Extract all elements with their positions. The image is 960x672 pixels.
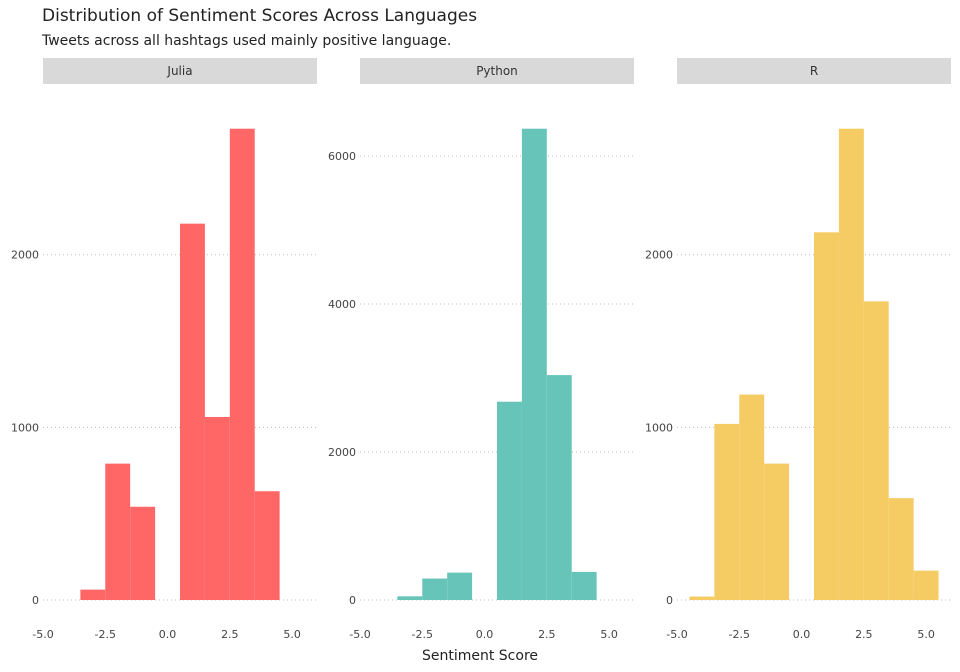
facet-panel-julia: Julia 0 1000 2000 -5.0 -2.5 0.0 2.5 5.0 — [11, 58, 317, 641]
facet-strip — [360, 58, 634, 84]
histogram-bar — [105, 463, 131, 600]
histogram-bar — [521, 128, 547, 600]
histogram-bar — [397, 596, 423, 600]
facet-strip-label: R — [810, 64, 818, 78]
histogram-bar — [229, 128, 255, 600]
facet-strip-label: Python — [476, 64, 518, 78]
histogram-bar — [888, 498, 914, 600]
histogram-bar — [80, 589, 106, 600]
facet-strip — [43, 58, 317, 84]
x-tick-label: -5.0 — [349, 628, 370, 641]
x-tick-label: -2.5 — [729, 628, 750, 641]
chart-title: Distribution of Sentiment Scores Across … — [42, 6, 478, 26]
y-tick-label: 2000 — [645, 249, 673, 262]
x-tick-label: -5.0 — [666, 628, 687, 641]
histogram-bar — [838, 128, 864, 600]
histogram-bar — [689, 596, 715, 600]
x-tick-label: 2.5 — [221, 628, 239, 641]
histogram-bar — [497, 401, 522, 600]
x-tick-label: 0.0 — [793, 628, 811, 641]
x-tick-label: 2.5 — [855, 628, 873, 641]
histogram-bar — [913, 570, 939, 600]
facet-panel-r: R 0 1000 2000 -5.0 -2.5 0.0 2.5 5.0 — [645, 58, 951, 641]
facet-panel-python: Python 0 2000 4000 6000 -5.0 -2.5 0.0 2.5 5.0 — [328, 58, 634, 641]
histogram-bar — [130, 506, 156, 600]
histogram-bar — [546, 375, 572, 600]
y-tick-label: 0 — [349, 594, 356, 607]
x-tick-label: -5.0 — [32, 628, 53, 641]
y-tick-label: 1000 — [11, 421, 39, 434]
x-tick-label: 5.0 — [283, 628, 301, 641]
x-tick-label: -2.5 — [95, 628, 116, 641]
histogram-bar — [764, 463, 790, 600]
y-tick-label: 6000 — [328, 150, 356, 163]
x-tick-label: 5.0 — [600, 628, 618, 641]
x-tick-label: 2.5 — [538, 628, 556, 641]
facet-strip-label: Julia — [166, 64, 192, 78]
x-tick-label: 5.0 — [917, 628, 935, 641]
y-tick-label: 0 — [666, 594, 673, 607]
histogram-bar — [571, 571, 597, 600]
x-tick-label: 0.0 — [159, 628, 177, 641]
x-tick-label: 0.0 — [476, 628, 494, 641]
facet-strip — [677, 58, 951, 84]
y-tick-label: 1000 — [645, 421, 673, 434]
histogram-bar — [447, 572, 473, 600]
y-tick-label: 0 — [32, 594, 39, 607]
histogram-bar — [180, 223, 205, 601]
y-tick-label: 2000 — [328, 446, 356, 459]
x-axis-label: Sentiment Score — [421, 648, 539, 664]
y-tick-label: 2000 — [11, 249, 39, 262]
histogram-bar — [863, 301, 889, 600]
y-tick-label: 4000 — [328, 298, 356, 311]
histogram-bar — [254, 491, 280, 600]
histogram-bar — [204, 417, 230, 600]
histogram-bar — [814, 232, 839, 600]
histogram-bar — [714, 423, 740, 600]
histogram-bar — [422, 578, 448, 600]
x-tick-label: -2.5 — [412, 628, 433, 641]
chart-subtitle: Tweets across all hashtags used mainly p… — [42, 33, 452, 49]
histogram-bar — [739, 394, 765, 600]
